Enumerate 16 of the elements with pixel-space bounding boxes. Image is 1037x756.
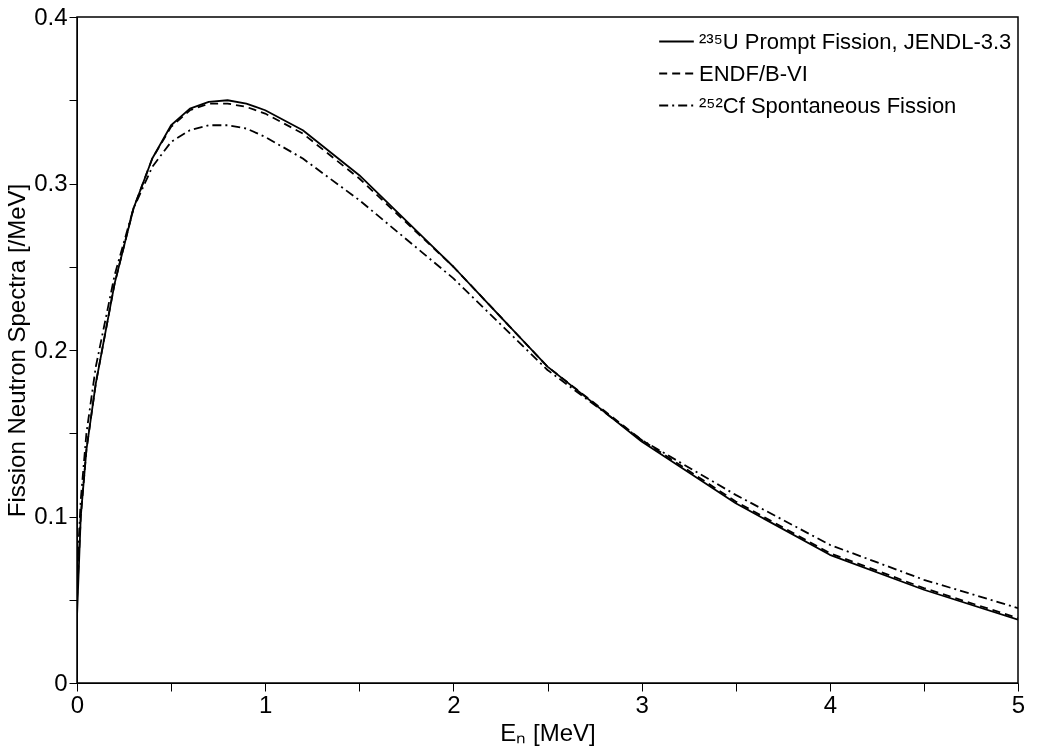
y-tick-label: 0.3 <box>34 169 68 196</box>
y-tick-label: 0.4 <box>34 2 68 30</box>
x-tick-label: 1 <box>259 690 273 718</box>
y-tick-label: 0.1 <box>34 502 68 529</box>
y-axis-title: Fission Neutron Spectra [/MeV] <box>3 183 31 518</box>
y-tick-label: 0.2 <box>34 335 68 363</box>
legend-label: ENDF/B-VI <box>699 60 808 86</box>
legend-label: ²⁵²Cf Spontaneous Fission <box>699 92 957 118</box>
legend-label: ²³⁵U Prompt Fission, JENDL-3.3 <box>699 28 1012 54</box>
x-tick-label: 5 <box>1011 690 1026 718</box>
x-axis-title: Eₙ [MeV] <box>500 718 596 746</box>
x-tick-label: 4 <box>823 690 837 718</box>
x-tick-label: 0 <box>70 690 85 718</box>
y-tick-label: 0 <box>54 668 68 696</box>
x-tick-label: 3 <box>635 690 649 718</box>
x-tick-label: 2 <box>447 690 461 718</box>
